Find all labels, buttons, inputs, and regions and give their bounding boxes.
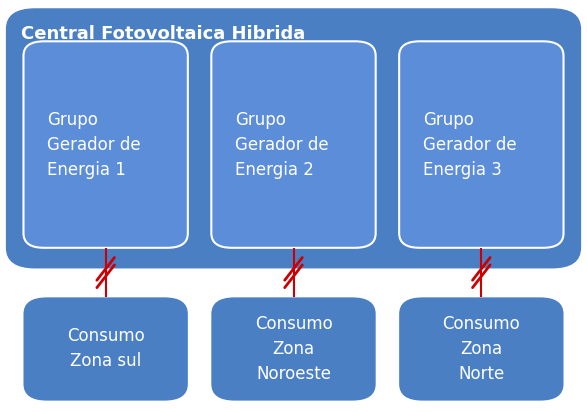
FancyBboxPatch shape — [23, 41, 188, 248]
Text: Consumo
Zona
Norte: Consumo Zona Norte — [443, 315, 520, 383]
FancyBboxPatch shape — [211, 41, 376, 248]
FancyBboxPatch shape — [6, 8, 581, 268]
FancyBboxPatch shape — [399, 41, 564, 248]
Text: Grupo
Gerador de
Energia 2: Grupo Gerador de Energia 2 — [235, 111, 328, 178]
FancyBboxPatch shape — [211, 297, 376, 401]
Text: Consumo
Zona
Noroeste: Consumo Zona Noroeste — [255, 315, 332, 383]
Text: Grupo
Gerador de
Energia 3: Grupo Gerador de Energia 3 — [423, 111, 516, 178]
Text: Consumo
Zona sul: Consumo Zona sul — [67, 328, 144, 370]
FancyBboxPatch shape — [23, 297, 188, 401]
Text: Grupo
Gerador de
Energia 1: Grupo Gerador de Energia 1 — [47, 111, 140, 178]
FancyBboxPatch shape — [399, 297, 564, 401]
Text: Central Fotovoltaica Hibrida: Central Fotovoltaica Hibrida — [21, 25, 305, 43]
